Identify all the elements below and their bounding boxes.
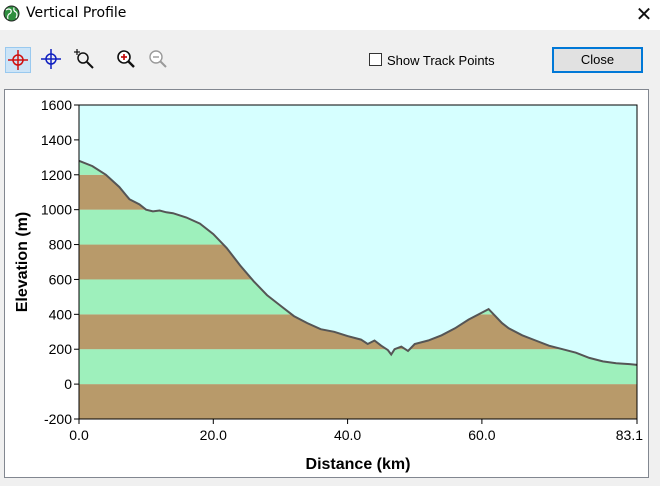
elevation-band (79, 384, 637, 419)
y-tick-label: 1000 (41, 202, 72, 218)
y-tick-label: 1200 (41, 167, 72, 183)
x-tick-label: 0.0 (69, 427, 89, 443)
zoom-in-button[interactable] (114, 47, 140, 73)
show-track-points-label[interactable]: Show Track Points (387, 53, 495, 68)
zoom-box-icon (74, 49, 94, 69)
globe-icon (3, 5, 20, 22)
x-tick-label: 60.0 (468, 427, 495, 443)
window-title: Vertical Profile (26, 5, 127, 21)
x-tick-label: 20.0 (200, 427, 227, 443)
elevation-band (79, 349, 637, 385)
y-tick-label: 800 (49, 237, 73, 253)
x-tick-label: 40.0 (334, 427, 361, 443)
y-axis-label: Elevation (m) (14, 212, 31, 312)
y-tick-label: 400 (49, 306, 73, 322)
elevation-chart[interactable]: 1600 1400 1200 1000 800 600 400 200 0 -200 0.0 20.… (5, 90, 648, 477)
title-bar: Vertical Profile ✕ (0, 0, 660, 30)
y-tick-label: 1600 (41, 97, 72, 113)
crosshair-red-button[interactable] (5, 47, 31, 73)
zoom-out-button[interactable] (146, 47, 172, 73)
y-tick-label: 0 (64, 376, 72, 392)
plot-frame (78, 104, 638, 420)
crosshair-blue-button[interactable] (39, 47, 65, 73)
crosshair-red-icon (8, 50, 28, 70)
close-button[interactable]: Close (552, 47, 643, 73)
crosshair-blue-icon (41, 49, 61, 69)
profile-line (79, 159, 637, 366)
zoom-in-icon (117, 50, 135, 68)
x-axis-label: Distance (km) (306, 456, 411, 473)
x-tick-label: 83.1 (616, 427, 643, 443)
y-tick-label: 1400 (41, 132, 72, 148)
show-track-points-checkbox[interactable] (369, 53, 382, 66)
y-tick-label: -200 (44, 411, 72, 427)
chart-panel: 1600 1400 1200 1000 800 600 400 200 0 -200 0.0 20.… (4, 89, 649, 478)
y-tick-label: 200 (49, 341, 73, 357)
window-close-icon[interactable]: ✕ (635, 2, 653, 26)
zoom-box-button[interactable] (72, 47, 98, 73)
y-tick-label: 600 (49, 271, 73, 287)
zoom-out-icon (149, 50, 167, 68)
toolbar (0, 30, 660, 86)
